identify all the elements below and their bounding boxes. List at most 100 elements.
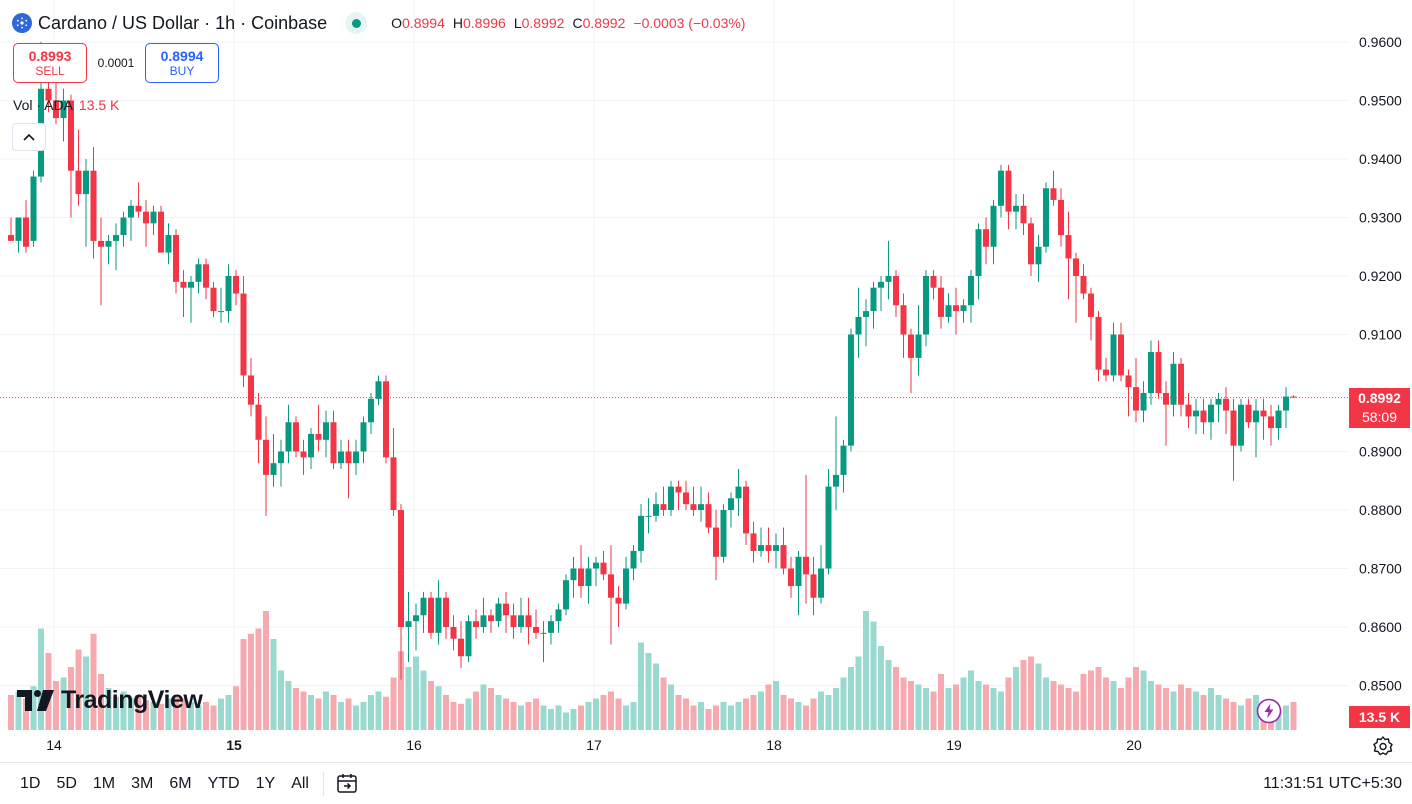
range-ytd[interactable]: YTD: [207, 774, 240, 792]
volume-bar: [293, 688, 299, 730]
candle-body: [180, 281, 187, 288]
candle-body: [983, 229, 989, 247]
tradingview-logo[interactable]: TradingView: [17, 686, 203, 715]
volume-bar: [953, 684, 959, 730]
range-6m[interactable]: 6M: [169, 774, 192, 792]
volume-bar: [278, 670, 284, 730]
candle-body: [1125, 375, 1132, 388]
volume-bar: [1073, 691, 1079, 730]
candle-body: [1080, 276, 1087, 294]
volume-bar: [390, 677, 397, 730]
volume-bar: [398, 651, 404, 730]
volume-legend[interactable]: Vol · ADA 13.5 K: [13, 97, 119, 113]
candle-body: [1073, 258, 1079, 276]
volume-bar: [615, 698, 622, 730]
collapse-legend-button[interactable]: [12, 123, 46, 151]
candle-body: [308, 433, 314, 458]
volume-bar: [713, 705, 719, 730]
volume-bar: [518, 705, 524, 730]
candle-body: [795, 556, 802, 587]
candle-body: [840, 445, 847, 475]
sell-button[interactable]: 0.8993 SELL: [13, 43, 87, 83]
volume-bar: [608, 691, 614, 730]
volume-bar: [938, 674, 944, 730]
candle-body: [375, 381, 382, 399]
candle-body: [1163, 393, 1169, 405]
candles: [8, 42, 1297, 680]
volume-bar: [38, 628, 44, 730]
candle-body: [1148, 352, 1154, 393]
candlestick-chart[interactable]: 0.85000.86000.87000.88000.89000.90000.91…: [0, 0, 1412, 762]
candle-body: [90, 170, 97, 241]
candle-body: [938, 287, 944, 317]
go-to-date-calendar-icon[interactable]: [334, 771, 360, 797]
symbol-title[interactable]: Cardano / US Dollar · 1h · Coinbase: [38, 12, 328, 33]
volume-bar: [150, 702, 157, 730]
volume-bar: [98, 674, 104, 730]
candle-body: [630, 550, 637, 569]
candle-body: [713, 527, 719, 557]
volume-bar: [863, 611, 869, 730]
price-tick-label: 0.9300: [1359, 210, 1402, 226]
volume-bar: [203, 702, 209, 730]
candle-body: [345, 451, 352, 464]
volume-bar: [165, 698, 172, 730]
lightning-icon[interactable]: [1256, 698, 1282, 724]
candle-body: [263, 439, 269, 475]
market-open-status-icon[interactable]: [345, 12, 368, 34]
volume-bar: [548, 709, 554, 730]
volume-bar: [428, 681, 434, 730]
candle-body: [128, 205, 134, 218]
candle-body: [593, 562, 599, 569]
change-value: −0.0003 (−0.03%): [633, 15, 746, 31]
price-tick-label: 0.9500: [1359, 93, 1402, 109]
volume-bar: [255, 628, 262, 730]
volume-bar: [128, 698, 134, 730]
candle-body: [495, 603, 502, 622]
candle-body: [975, 229, 982, 276]
clock-timezone[interactable]: 11:31:51 UTC+5:30: [1263, 774, 1402, 792]
volume-bar: [120, 691, 127, 730]
candle-body: [68, 100, 74, 171]
volume-bar: [1230, 702, 1237, 730]
candle-body: [1028, 223, 1034, 265]
volume-bar: [300, 691, 307, 730]
volume-bar: [968, 670, 974, 730]
tradingview-wordmark: TradingView: [61, 686, 203, 714]
settings-gear-icon[interactable]: [1372, 735, 1394, 757]
range-3m[interactable]: 3M: [131, 774, 154, 792]
candle-body: [435, 597, 442, 633]
volume-bar: [83, 656, 89, 730]
candle-body: [660, 504, 667, 510]
candle-body: [1215, 398, 1222, 405]
buy-price: 0.8994: [160, 47, 204, 64]
range-all[interactable]: All: [291, 774, 309, 792]
candle-body: [653, 504, 659, 516]
volume-bar: [1223, 698, 1229, 730]
cardano-logo-icon[interactable]: [12, 13, 32, 33]
price-tick-label: 0.8500: [1359, 678, 1402, 694]
candle-body: [1238, 404, 1244, 446]
candle-body: [930, 276, 937, 288]
candle-body: [158, 211, 164, 253]
range-1d[interactable]: 1D: [20, 774, 41, 792]
time-tick-label: 16: [406, 737, 422, 753]
bottom-toolbar: 1D 5D 1M 3M 6M YTD 1Y All 11:31:51 UTC+5…: [0, 762, 1412, 804]
candle-body: [870, 287, 877, 312]
volume-bar: [105, 688, 112, 730]
candle-body: [638, 515, 644, 551]
candle-body: [953, 305, 959, 312]
volume-bar: [1155, 684, 1162, 730]
range-5d[interactable]: 5D: [56, 774, 77, 792]
candle-body: [15, 217, 22, 241]
volume-bar: [330, 695, 337, 730]
range-1y[interactable]: 1Y: [255, 774, 276, 792]
candle-body: [540, 632, 547, 634]
volume-bar: [660, 677, 667, 730]
candle-body: [233, 276, 239, 294]
buy-button[interactable]: 0.8994 BUY: [145, 43, 219, 83]
volume-bar: [68, 667, 74, 730]
range-1m[interactable]: 1M: [92, 774, 116, 792]
volume-bar: [210, 705, 217, 730]
volume-bar: [1110, 681, 1117, 730]
